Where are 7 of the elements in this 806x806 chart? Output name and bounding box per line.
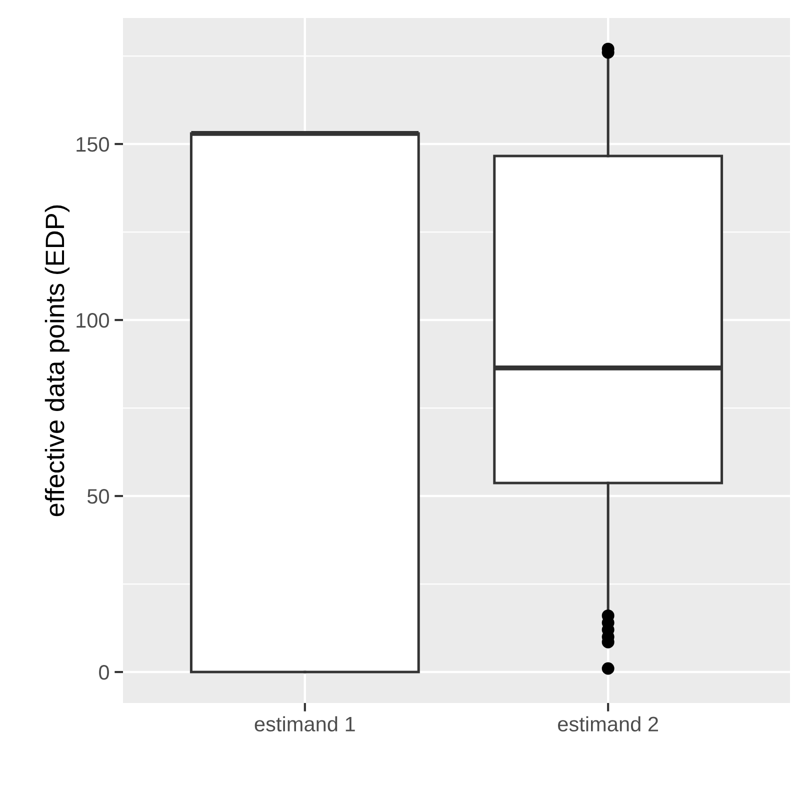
y-tick-label: 0: [99, 665, 109, 680]
y-tick-label: 150: [76, 137, 109, 152]
y-axis-title: effective data points (EDP): [44, 205, 70, 516]
y-tick-label: 50: [87, 489, 109, 504]
y-tick-label: 100: [76, 313, 109, 328]
x-tick-label: estimand 2: [558, 716, 658, 732]
x-tick-label: estimand 1: [254, 716, 355, 732]
